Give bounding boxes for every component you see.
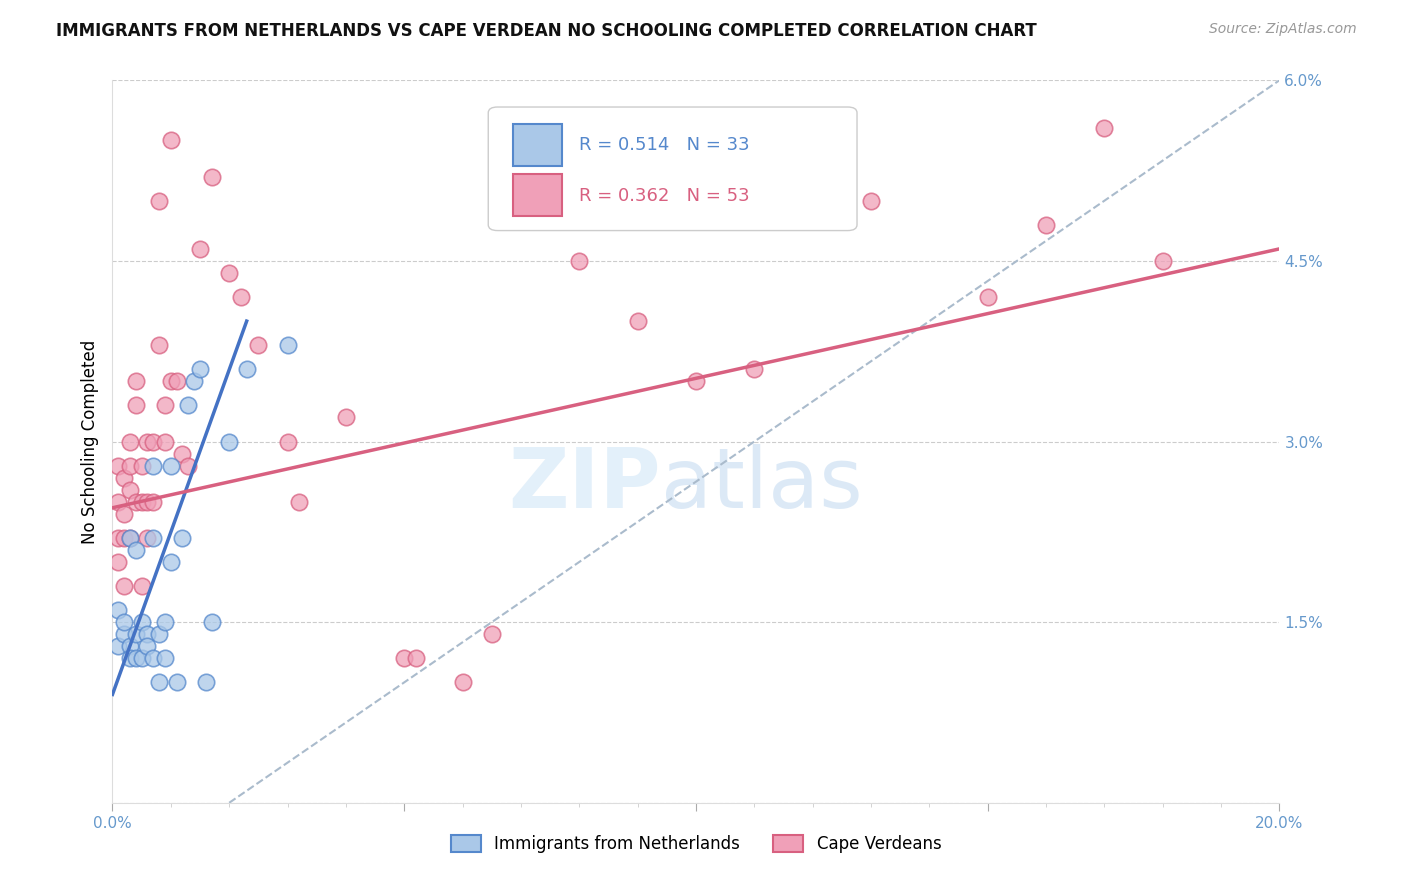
Point: [153, 651, 176, 665]
Point: [247, 338, 270, 352]
Point: [160, 458, 183, 473]
Point: [107, 494, 129, 508]
Point: [218, 266, 240, 280]
Point: [142, 651, 165, 665]
Point: [131, 579, 153, 593]
Point: [136, 434, 159, 449]
Text: R = 0.362   N = 53: R = 0.362 N = 53: [579, 187, 749, 205]
Y-axis label: No Schooling Completed: No Schooling Completed: [80, 340, 98, 543]
Point: [118, 531, 141, 545]
Point: [160, 374, 183, 388]
Text: IMMIGRANTS FROM NETHERLANDS VS CAPE VERDEAN NO SCHOOLING COMPLETED CORRELATION C: IMMIGRANTS FROM NETHERLANDS VS CAPE VERD…: [56, 22, 1038, 40]
Point: [118, 483, 141, 497]
Point: [1094, 121, 1116, 136]
Point: [568, 253, 591, 268]
Point: [235, 362, 257, 376]
Point: [136, 627, 159, 641]
Point: [153, 434, 176, 449]
Point: [394, 651, 416, 665]
Point: [276, 434, 298, 449]
Point: [860, 194, 883, 208]
Point: [976, 290, 998, 304]
Point: [276, 338, 298, 352]
FancyBboxPatch shape: [488, 107, 858, 230]
Point: [742, 362, 765, 376]
Point: [177, 458, 200, 473]
Point: [288, 494, 311, 508]
Point: [166, 675, 188, 690]
Point: [125, 398, 148, 412]
Point: [148, 675, 170, 690]
Point: [405, 651, 427, 665]
Point: [136, 531, 159, 545]
Point: [131, 615, 153, 630]
Point: [136, 639, 159, 653]
Bar: [513, 174, 562, 216]
Text: Source: ZipAtlas.com: Source: ZipAtlas.com: [1209, 22, 1357, 37]
Point: [131, 494, 153, 508]
Point: [131, 651, 153, 665]
Point: [153, 615, 176, 630]
Text: atlas: atlas: [661, 444, 863, 525]
Point: [112, 627, 135, 641]
Point: [125, 651, 148, 665]
Point: [142, 494, 165, 508]
Point: [627, 314, 650, 328]
Point: [177, 398, 200, 412]
Point: [112, 531, 135, 545]
Point: [118, 651, 141, 665]
Legend: Immigrants from Netherlands, Cape Verdeans: Immigrants from Netherlands, Cape Verdea…: [444, 828, 948, 860]
Point: [107, 603, 129, 617]
Point: [218, 434, 240, 449]
Point: [125, 627, 148, 641]
Point: [107, 555, 129, 569]
Point: [142, 458, 165, 473]
Point: [1035, 218, 1057, 232]
Point: [112, 470, 135, 484]
Point: [451, 675, 474, 690]
Point: [188, 242, 211, 256]
Point: [148, 627, 170, 641]
Point: [118, 639, 141, 653]
Point: [201, 615, 224, 630]
Point: [229, 290, 252, 304]
Point: [160, 555, 183, 569]
Point: [201, 169, 224, 184]
Point: [685, 374, 707, 388]
Point: [107, 458, 129, 473]
Point: [148, 338, 170, 352]
Point: [153, 398, 176, 412]
Point: [183, 374, 205, 388]
Point: [172, 531, 194, 545]
Bar: [513, 124, 562, 166]
Point: [136, 494, 159, 508]
Point: [112, 615, 135, 630]
Point: [112, 579, 135, 593]
Point: [125, 542, 148, 557]
Point: [118, 531, 141, 545]
Point: [118, 458, 141, 473]
Point: [142, 434, 165, 449]
Point: [148, 194, 170, 208]
Point: [160, 133, 183, 147]
Point: [1152, 253, 1174, 268]
Point: [107, 531, 129, 545]
Point: [481, 627, 503, 641]
Text: R = 0.514   N = 33: R = 0.514 N = 33: [579, 136, 749, 153]
Point: [188, 362, 211, 376]
Point: [118, 434, 141, 449]
Point: [125, 374, 148, 388]
Point: [335, 410, 357, 425]
Point: [107, 639, 129, 653]
Point: [166, 374, 188, 388]
Point: [142, 531, 165, 545]
Point: [131, 458, 153, 473]
Text: ZIP: ZIP: [509, 444, 661, 525]
Point: [194, 675, 217, 690]
Point: [112, 507, 135, 521]
Point: [172, 446, 194, 460]
Point: [125, 494, 148, 508]
